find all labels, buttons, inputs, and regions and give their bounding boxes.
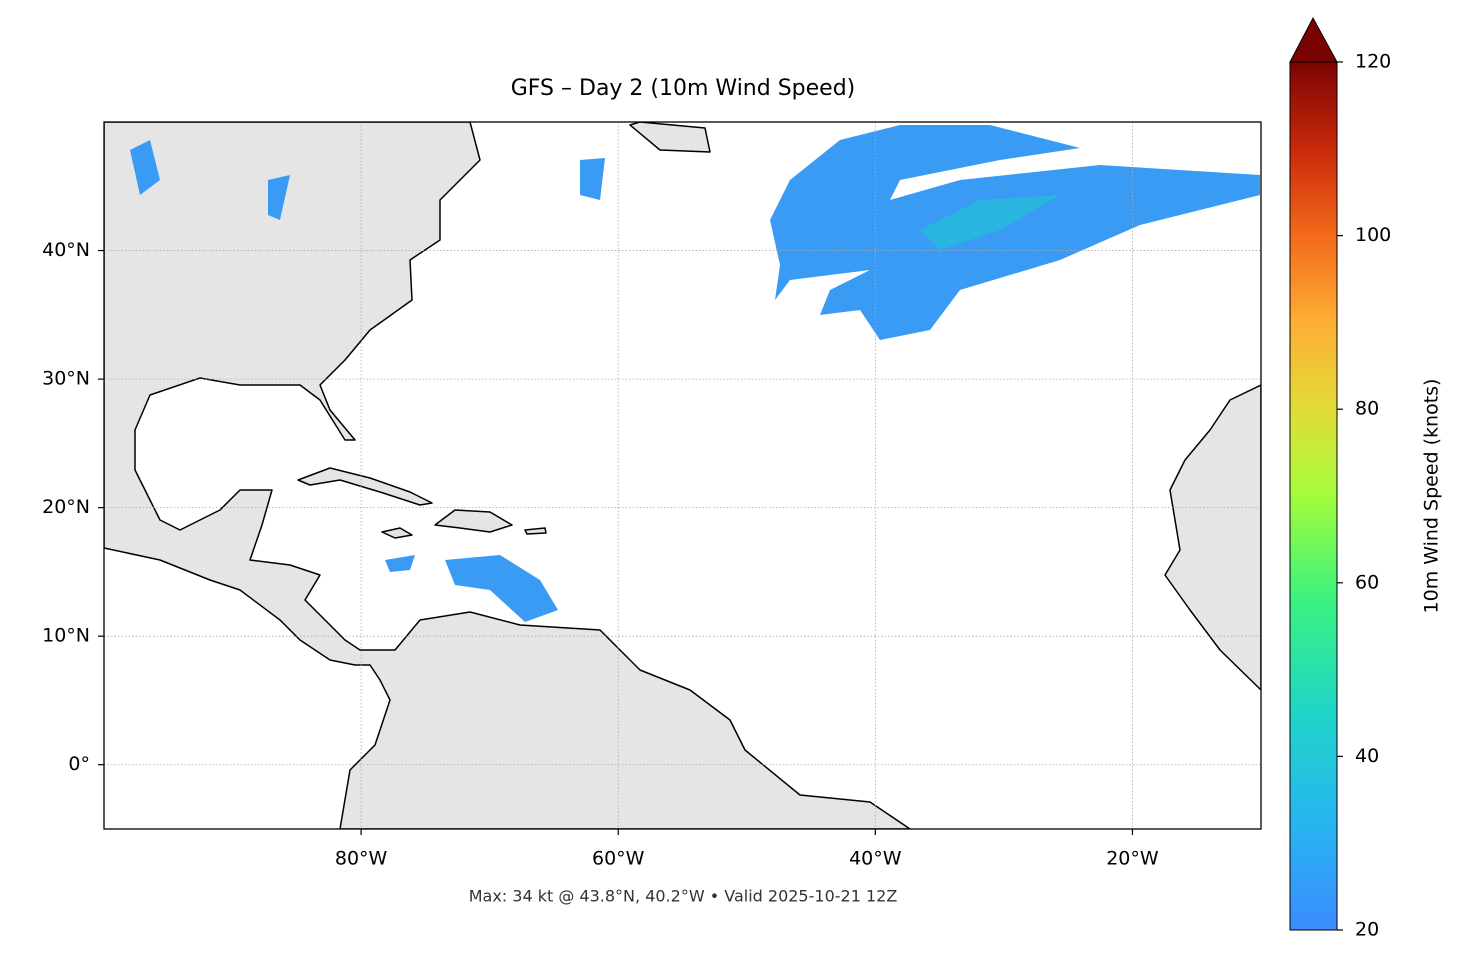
y-tick-label: 0° (68, 753, 90, 775)
y-tick-label: 20°N (42, 496, 90, 518)
puerto-rico (524, 527, 547, 535)
wind-area (385, 555, 415, 572)
hispaniola (434, 509, 513, 533)
colorbar (1289, 61, 1338, 931)
wind-core (920, 195, 1060, 250)
x-tick-label: 60°W (592, 848, 645, 870)
colorbar-tick-label: 20 (1355, 919, 1379, 941)
x-tick-label: 40°W (849, 848, 902, 870)
colorbar-extension (1289, 16, 1338, 63)
wind-area (770, 125, 1260, 340)
jamaica (381, 527, 413, 539)
colorbar-label: 10m Wind Speed (knots) (1421, 379, 1443, 614)
colorbar-tick-label: 40 (1355, 745, 1379, 767)
africa (1164, 384, 1261, 691)
newfoundland (629, 122, 711, 153)
x-tick-label: 20°W (1106, 848, 1159, 870)
americas (104, 122, 911, 829)
colorbar-tick-label: 120 (1355, 51, 1391, 73)
y-tick-label: 10°N (42, 625, 90, 647)
y-tick-label: 40°N (42, 239, 90, 261)
colorbar-tick-label: 60 (1355, 571, 1379, 593)
cuba (297, 467, 433, 506)
chart-title: GFS – Day 2 (10m Wind Speed) (511, 76, 856, 101)
y-tick-label: 30°N (42, 368, 90, 390)
x-tick-label: 80°W (335, 848, 388, 870)
footnote: Max: 34 kt @ 43.8°N, 40.2°W • Valid 2025… (469, 887, 898, 906)
map-frame (103, 121, 1262, 830)
map-area (104, 122, 1261, 829)
colorbar-tick-label: 80 (1355, 398, 1379, 420)
wind-area (445, 555, 558, 622)
colorbar-tick-label: 100 (1355, 224, 1391, 246)
